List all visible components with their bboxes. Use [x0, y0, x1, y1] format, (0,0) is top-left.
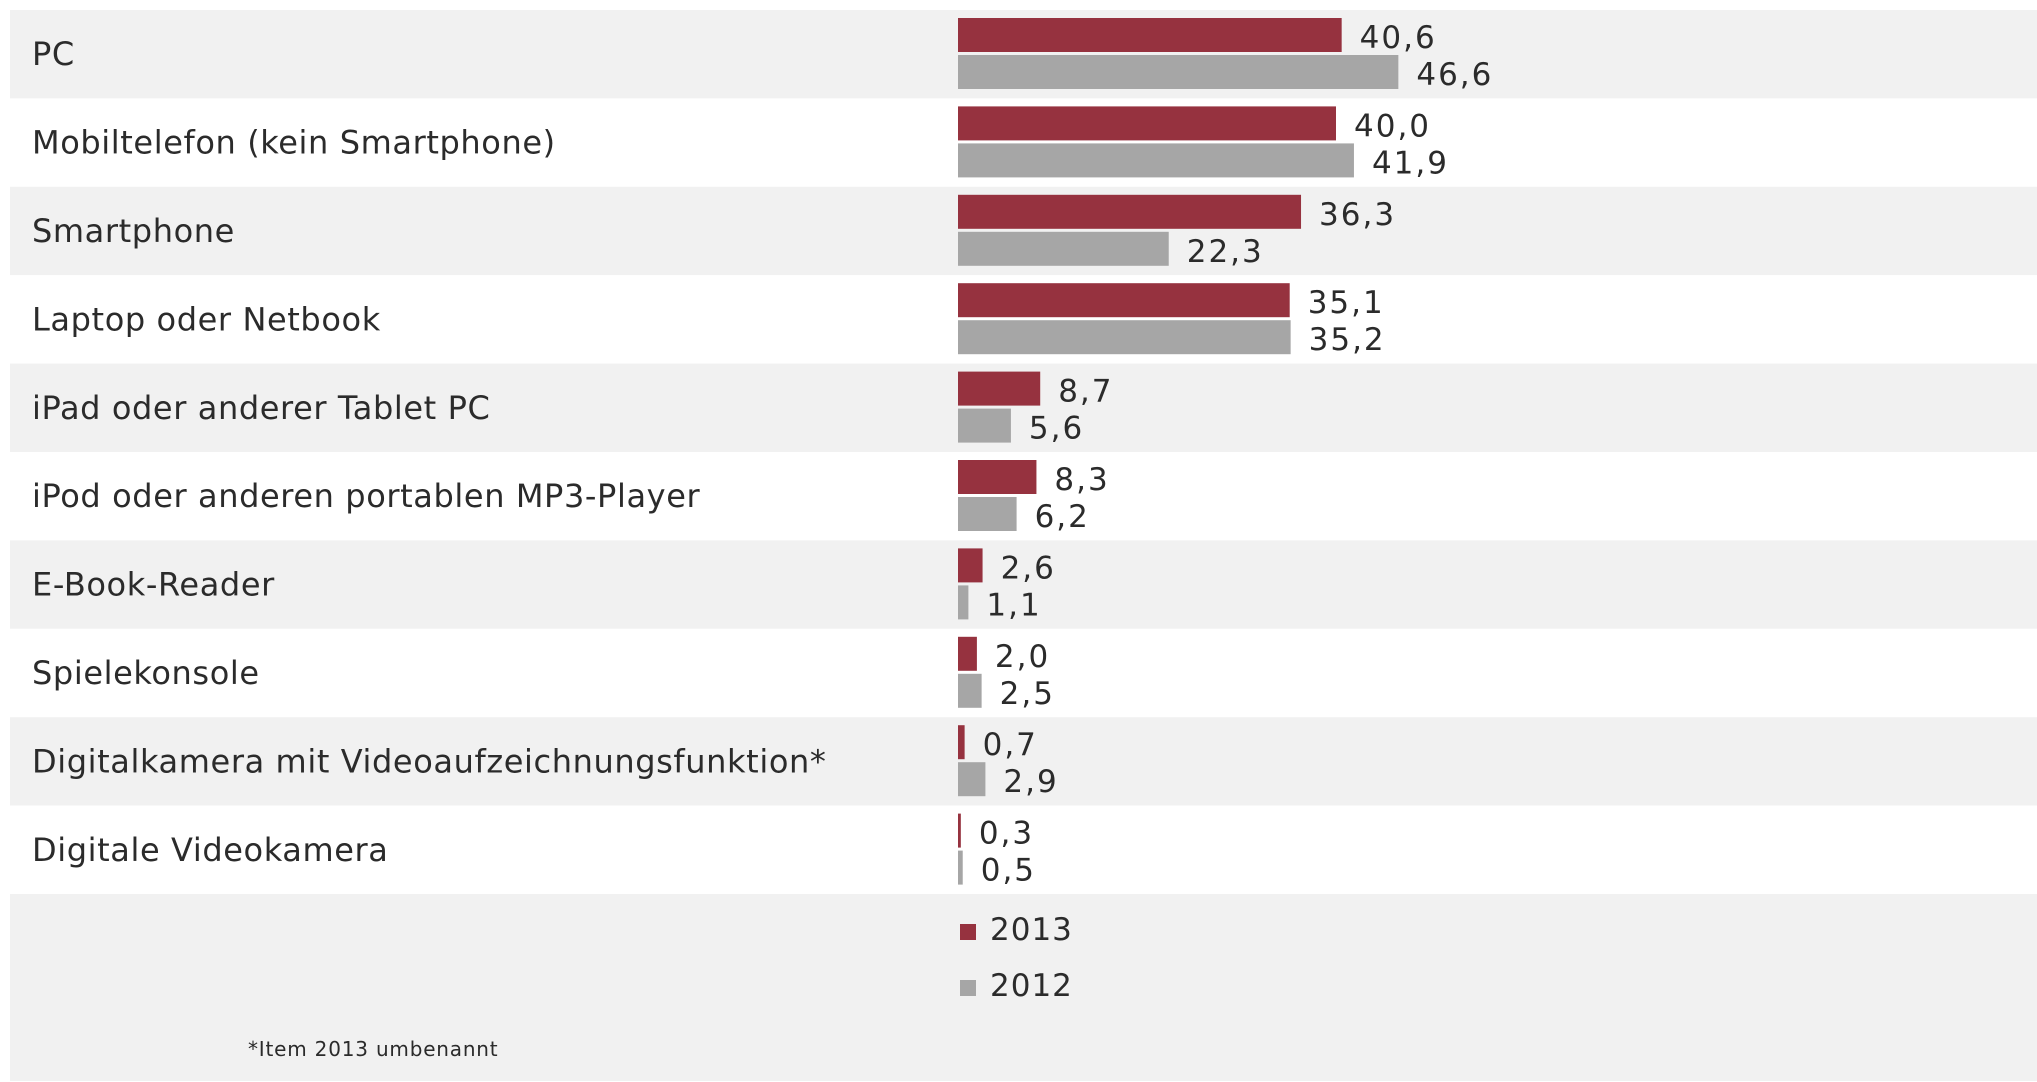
bar-2013	[958, 283, 1290, 318]
value-label-2013: 35,1	[1308, 285, 1385, 321]
row-backgrounds	[10, 10, 2037, 1081]
value-label-2012: 22,3	[1187, 234, 1264, 270]
value-label-2013: 40,0	[1354, 108, 1431, 144]
value-label-2012: 6,2	[1035, 499, 1090, 535]
category-label: Mobiltelefon (kein Smartphone)	[32, 124, 556, 162]
bar-2013	[958, 813, 961, 848]
bar-2013	[958, 636, 977, 671]
bar-2012	[958, 850, 963, 885]
category-label: Spielekonsole	[32, 654, 260, 692]
bar-2012	[958, 673, 982, 708]
legend-swatch-2012	[960, 980, 976, 996]
category-label: Digitale Videokamera	[32, 831, 389, 869]
value-label-2012: 5,6	[1029, 411, 1084, 447]
legend: 2013 2012	[960, 912, 1073, 1004]
legend-label-2012: 2012	[990, 968, 1073, 1004]
bar-2012	[958, 55, 1399, 89]
bar-2013	[958, 460, 1037, 494]
bar-2012	[958, 231, 1169, 266]
bar-2013	[958, 106, 1336, 141]
bar-2013	[958, 194, 1302, 229]
row-background	[10, 540, 2037, 629]
row-background	[10, 628, 2037, 718]
value-label-2013: 40,6	[1360, 20, 1437, 56]
row-background	[10, 717, 2037, 806]
bar-2012	[958, 762, 986, 797]
category-label: Laptop oder Netbook	[32, 300, 381, 338]
value-label-2013: 8,7	[1058, 374, 1113, 410]
value-label-2012: 2,9	[1003, 764, 1058, 800]
category-label: PC	[32, 35, 75, 73]
row-background	[10, 805, 2037, 894]
value-label-2013: 0,7	[983, 727, 1038, 763]
bar-2012	[958, 320, 1291, 355]
bar-2013	[958, 18, 1342, 52]
bar-2012	[958, 408, 1011, 443]
bar-2013	[958, 548, 983, 583]
value-label-2012: 0,5	[981, 853, 1036, 889]
bars	[958, 18, 1399, 885]
legend-label-2013: 2013	[990, 912, 1073, 948]
legend-background	[10, 894, 2037, 1081]
value-label-2013: 2,0	[995, 639, 1050, 675]
value-label-2012: 1,1	[986, 587, 1041, 623]
value-label-2012: 41,9	[1372, 145, 1449, 181]
category-labels: PC Mobiltelefon (kein Smartphone) Smartpho…	[32, 35, 826, 869]
bar-2013	[958, 725, 965, 760]
value-label-2013: 2,6	[1001, 550, 1056, 586]
category-label: iPod oder anderen portablen MP3-Player	[32, 477, 700, 515]
bar-2012	[958, 497, 1017, 531]
bar-2012	[958, 585, 969, 620]
footnote: *Item 2013 umbenannt	[248, 1037, 498, 1061]
value-label-2012: 35,2	[1309, 322, 1386, 358]
category-label: E-Book-Reader	[32, 566, 275, 604]
bar-2012	[958, 143, 1354, 178]
value-label-2013: 8,3	[1054, 462, 1109, 498]
value-label-2012: 2,5	[1000, 676, 1055, 712]
value-labels: 40,646,6 40,041,9 36,3 22,3 35,135,2 8,75,6 8,…	[979, 20, 1493, 889]
value-label-2013: 0,3	[979, 816, 1034, 852]
legend-swatch-2013	[960, 924, 976, 940]
bar-2013	[958, 371, 1041, 406]
category-label: iPad oder anderer Tablet PC	[32, 389, 490, 427]
category-label: Smartphone	[32, 212, 235, 250]
value-label-2013: 36,3	[1319, 197, 1396, 233]
value-label-2012: 46,6	[1416, 57, 1493, 93]
category-label: Digitalkamera mit Videoaufzeichnungsfunk…	[32, 742, 826, 780]
